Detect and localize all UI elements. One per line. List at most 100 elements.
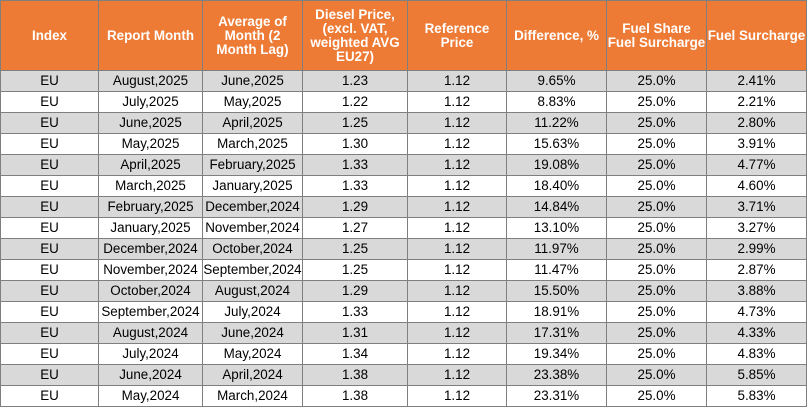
- header-difference: Difference, %: [506, 0, 607, 71]
- cell-diesel-price: 1.33: [302, 175, 408, 197]
- cell-report-month: January,2025: [98, 217, 203, 239]
- cell-reference-price: 1.12: [407, 217, 507, 239]
- cell-index: EU: [0, 112, 99, 134]
- cell-fuel-surcharge: 5.85%: [706, 364, 807, 386]
- cell-diesel-price: 1.29: [302, 280, 408, 302]
- cell-fuel-share: 25.0%: [606, 70, 707, 92]
- cell-report-month: May,2025: [98, 133, 203, 155]
- cell-index: EU: [0, 259, 99, 281]
- header-fuel-surcharge: Fuel Surcharge: [706, 0, 807, 71]
- cell-report-month: June,2024: [98, 364, 203, 386]
- table-row: EU May,2025 March,2025 1.30 1.12 15.63% 25.0% 3…: [0, 133, 807, 155]
- cell-reference-price: 1.12: [407, 91, 507, 113]
- cell-average-of-month: February,2025: [202, 154, 303, 176]
- cell-report-month: September,2024: [98, 301, 203, 323]
- cell-reference-price: 1.12: [407, 154, 507, 176]
- cell-difference: 23.38%: [506, 364, 607, 386]
- cell-fuel-surcharge: 3.27%: [706, 217, 807, 239]
- cell-average-of-month: January,2025: [202, 175, 303, 197]
- cell-difference: 17.31%: [506, 322, 607, 344]
- cell-index: EU: [0, 196, 99, 218]
- cell-difference: 8.83%: [506, 91, 607, 113]
- cell-fuel-share: 25.0%: [606, 217, 707, 239]
- cell-fuel-surcharge: 2.99%: [706, 238, 807, 260]
- cell-difference: 15.50%: [506, 280, 607, 302]
- table-row: EU May,2024 March,2024 1.38 1.12 23.31% 25.0% 5…: [0, 385, 807, 407]
- cell-index: EU: [0, 301, 99, 323]
- cell-fuel-share: 25.0%: [606, 91, 707, 113]
- cell-difference: 19.08%: [506, 154, 607, 176]
- cell-fuel-surcharge: 3.71%: [706, 196, 807, 218]
- cell-index: EU: [0, 280, 99, 302]
- cell-difference: 14.84%: [506, 196, 607, 218]
- cell-index: EU: [0, 217, 99, 239]
- cell-fuel-surcharge: 4.73%: [706, 301, 807, 323]
- table-row: EU June,2025 April,2025 1.25 1.12 11.22% 25.0%…: [0, 112, 807, 134]
- cell-reference-price: 1.12: [407, 322, 507, 344]
- cell-report-month: June,2025: [98, 112, 203, 134]
- cell-average-of-month: May,2025: [202, 91, 303, 113]
- cell-average-of-month: November,2024: [202, 217, 303, 239]
- cell-reference-price: 1.12: [407, 238, 507, 260]
- cell-fuel-surcharge: 4.33%: [706, 322, 807, 344]
- table-row: EU August,2025 June,2025 1.23 1.12 9.65% 25.0%…: [0, 70, 807, 92]
- cell-reference-price: 1.12: [407, 301, 507, 323]
- table-row: EU July,2025 May,2025 1.22 1.12 8.83% 25.0% 2.2…: [0, 91, 807, 113]
- cell-fuel-share: 25.0%: [606, 280, 707, 302]
- cell-report-month: August,2025: [98, 70, 203, 92]
- cell-reference-price: 1.12: [407, 259, 507, 281]
- cell-fuel-surcharge: 3.88%: [706, 280, 807, 302]
- cell-report-month: April,2025: [98, 154, 203, 176]
- cell-difference: 18.40%: [506, 175, 607, 197]
- table-row: EU November,2024 September,2024 1.25 1.12 11.…: [0, 259, 807, 281]
- cell-fuel-surcharge: 4.83%: [706, 343, 807, 365]
- cell-reference-price: 1.12: [407, 343, 507, 365]
- cell-difference: 18.91%: [506, 301, 607, 323]
- header-fuel-share: Fuel Share Fuel Surcharge: [606, 0, 707, 71]
- cell-index: EU: [0, 343, 99, 365]
- cell-difference: 23.31%: [506, 385, 607, 407]
- cell-fuel-share: 25.0%: [606, 175, 707, 197]
- cell-average-of-month: April,2024: [202, 364, 303, 386]
- cell-fuel-share: 25.0%: [606, 301, 707, 323]
- cell-difference: 11.97%: [506, 238, 607, 260]
- table-row: EU August,2024 June,2024 1.31 1.12 17.31% 25.0…: [0, 322, 807, 344]
- cell-fuel-share: 25.0%: [606, 112, 707, 134]
- cell-average-of-month: December,2024: [202, 196, 303, 218]
- table-row: EU September,2024 July,2024 1.33 1.12 18.91% 2…: [0, 301, 807, 323]
- table-row: EU January,2025 November,2024 1.27 1.12 13.10…: [0, 217, 807, 239]
- cell-diesel-price: 1.22: [302, 91, 408, 113]
- cell-fuel-surcharge: 2.80%: [706, 112, 807, 134]
- cell-report-month: October,2024: [98, 280, 203, 302]
- header-row: Index Report Month Average of Month (2 M…: [0, 0, 807, 71]
- cell-fuel-surcharge: 2.87%: [706, 259, 807, 281]
- cell-average-of-month: March,2024: [202, 385, 303, 407]
- cell-fuel-share: 25.0%: [606, 385, 707, 407]
- cell-report-month: December,2024: [98, 238, 203, 260]
- cell-diesel-price: 1.38: [302, 364, 408, 386]
- cell-fuel-surcharge: 5.83%: [706, 385, 807, 407]
- cell-report-month: July,2025: [98, 91, 203, 113]
- cell-diesel-price: 1.34: [302, 343, 408, 365]
- cell-fuel-share: 25.0%: [606, 343, 707, 365]
- cell-reference-price: 1.12: [407, 280, 507, 302]
- cell-reference-price: 1.12: [407, 133, 507, 155]
- cell-report-month: August,2024: [98, 322, 203, 344]
- table-row: EU July,2024 May,2024 1.34 1.12 19.34% 25.0% 4.…: [0, 343, 807, 365]
- cell-average-of-month: May,2024: [202, 343, 303, 365]
- cell-index: EU: [0, 238, 99, 260]
- cell-difference: 13.10%: [506, 217, 607, 239]
- table-header: Index Report Month Average of Month (2 M…: [0, 0, 807, 71]
- table-row: EU February,2025 December,2024 1.29 1.12 14.8…: [0, 196, 807, 218]
- cell-fuel-share: 25.0%: [606, 154, 707, 176]
- cell-index: EU: [0, 364, 99, 386]
- cell-fuel-share: 25.0%: [606, 364, 707, 386]
- cell-fuel-share: 25.0%: [606, 259, 707, 281]
- cell-diesel-price: 1.25: [302, 112, 408, 134]
- cell-index: EU: [0, 175, 99, 197]
- cell-difference: 15.63%: [506, 133, 607, 155]
- cell-difference: 11.47%: [506, 259, 607, 281]
- cell-average-of-month: August,2024: [202, 280, 303, 302]
- cell-fuel-share: 25.0%: [606, 238, 707, 260]
- cell-fuel-surcharge: 2.41%: [706, 70, 807, 92]
